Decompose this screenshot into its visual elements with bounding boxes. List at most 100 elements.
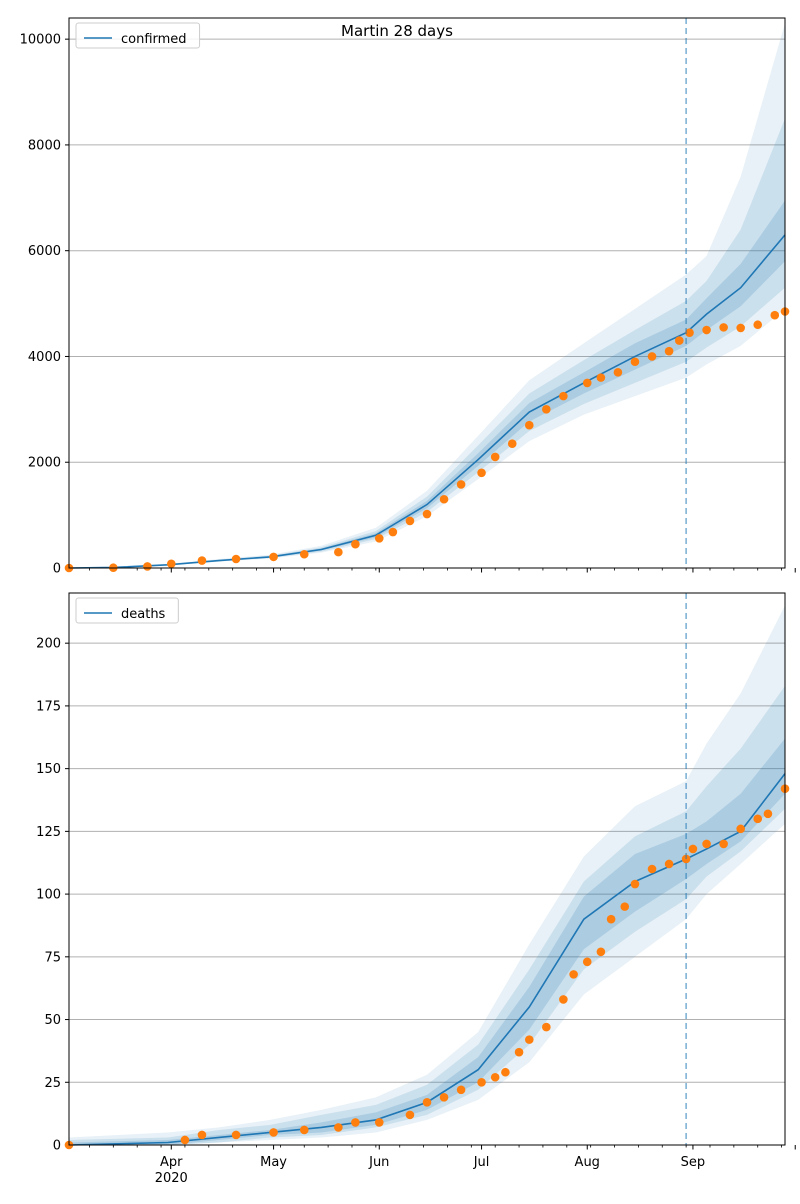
observed-point	[688, 844, 698, 854]
observed-point	[736, 323, 745, 333]
observed-point	[231, 1130, 241, 1140]
observed-point	[422, 509, 432, 519]
observed-point	[197, 556, 207, 565]
uncertainty-band	[69, 118, 785, 568]
legend-label: deaths	[121, 607, 166, 622]
observed-point	[477, 468, 486, 478]
observed-point	[582, 378, 592, 388]
legend: deaths	[75, 597, 179, 624]
observed-point	[374, 1118, 384, 1127]
observed-point	[351, 539, 360, 549]
x-tick-label: May	[260, 1155, 287, 1170]
observed-point	[559, 391, 568, 401]
observed-point	[630, 879, 640, 889]
observed-point	[231, 554, 241, 564]
y-tick-label: 200	[36, 637, 61, 652]
y-tick-label: 100	[36, 888, 61, 903]
y-tick-label: 0	[53, 1139, 61, 1154]
observed-point	[770, 310, 780, 320]
observed-point	[542, 1022, 551, 1032]
y-tick-label: 8000	[28, 138, 61, 153]
observed-point	[524, 420, 534, 430]
plot-frame	[68, 17, 786, 569]
observed-point	[501, 1067, 510, 1077]
observed-point	[490, 452, 500, 462]
confirmed-series-line	[68, 234, 786, 569]
observed-point	[405, 516, 415, 526]
y-tick-label: 150	[36, 762, 61, 777]
observed-point	[606, 914, 616, 924]
x-year-label: 2020	[155, 1171, 188, 1186]
observed-point	[490, 1072, 500, 1082]
x-tick-label: Jun	[368, 1155, 389, 1170]
y-tick-label: 4000	[28, 350, 61, 365]
observed-point	[719, 323, 728, 332]
observed-point	[143, 562, 152, 571]
legend: confirmed	[75, 22, 201, 49]
observed-point	[542, 405, 551, 414]
observed-point	[685, 328, 694, 337]
observed-point	[507, 439, 517, 449]
observed-point	[719, 839, 728, 849]
observed-point	[405, 1110, 415, 1120]
observed-point	[630, 357, 640, 367]
observed-point	[647, 352, 657, 361]
y-tick-label: 10000	[20, 33, 61, 48]
observed-point	[166, 559, 176, 569]
observed-point	[180, 1135, 190, 1145]
observed-point	[456, 1085, 466, 1095]
observed-point	[524, 1035, 534, 1044]
legend-box	[75, 22, 201, 49]
observed-point	[675, 336, 684, 345]
observed-point	[664, 859, 674, 869]
observed-point	[613, 368, 623, 377]
observed-point	[753, 320, 763, 330]
observed-point	[299, 549, 309, 559]
observed-point	[388, 527, 398, 537]
uncertainty-band	[69, 605, 785, 1145]
observed-point	[559, 995, 568, 1004]
observed-point	[477, 1077, 486, 1087]
confirmed-panel: 0 2000 4000 6000 8000 10000 confirmed	[20, 17, 796, 577]
observed-point	[763, 809, 773, 819]
observed-point	[439, 494, 449, 504]
observed-point	[569, 970, 578, 979]
legend-box	[75, 597, 179, 624]
observed-point	[596, 373, 606, 382]
observed-point	[351, 1118, 360, 1127]
uncertainty-band	[69, 685, 785, 1145]
observed-point	[269, 1128, 278, 1137]
x-tick-label: Jul	[473, 1155, 490, 1170]
observed-point	[702, 325, 711, 335]
observed-point	[620, 902, 630, 911]
observed-point	[422, 1098, 432, 1107]
y-tick-label: 2000	[28, 456, 61, 471]
plot-frame	[68, 592, 786, 1146]
y-tick-label: 75	[44, 950, 61, 965]
y-tick-label: 50	[44, 1013, 61, 1028]
observed-point	[514, 1047, 524, 1057]
y-tick-label: 175	[36, 699, 61, 714]
x-tick-label: Apr	[160, 1155, 183, 1170]
observed-point	[269, 552, 278, 562]
observed-point	[456, 480, 466, 489]
observed-point	[664, 346, 674, 356]
observed-point	[299, 1125, 309, 1135]
observed-point	[647, 864, 657, 874]
x-tick-label: Aug	[575, 1155, 600, 1170]
y-tick-label: 6000	[28, 244, 61, 259]
deaths-panel: 0 25 50 75 100 125 150 175 200 deaths Apr May Jun Jul…	[36, 592, 796, 1186]
observed-point	[753, 814, 763, 824]
legend-label: confirmed	[121, 32, 187, 47]
observed-point	[582, 957, 592, 967]
observed-point	[439, 1093, 449, 1102]
observed-point	[702, 839, 711, 849]
x-tick-label: Sep	[681, 1155, 706, 1170]
y-tick-label: 25	[44, 1076, 61, 1091]
y-tick-label: 0	[53, 562, 61, 577]
observed-point	[596, 947, 606, 957]
figure-title: Martin 28 days	[341, 22, 453, 40]
y-tick-label: 125	[36, 825, 61, 840]
